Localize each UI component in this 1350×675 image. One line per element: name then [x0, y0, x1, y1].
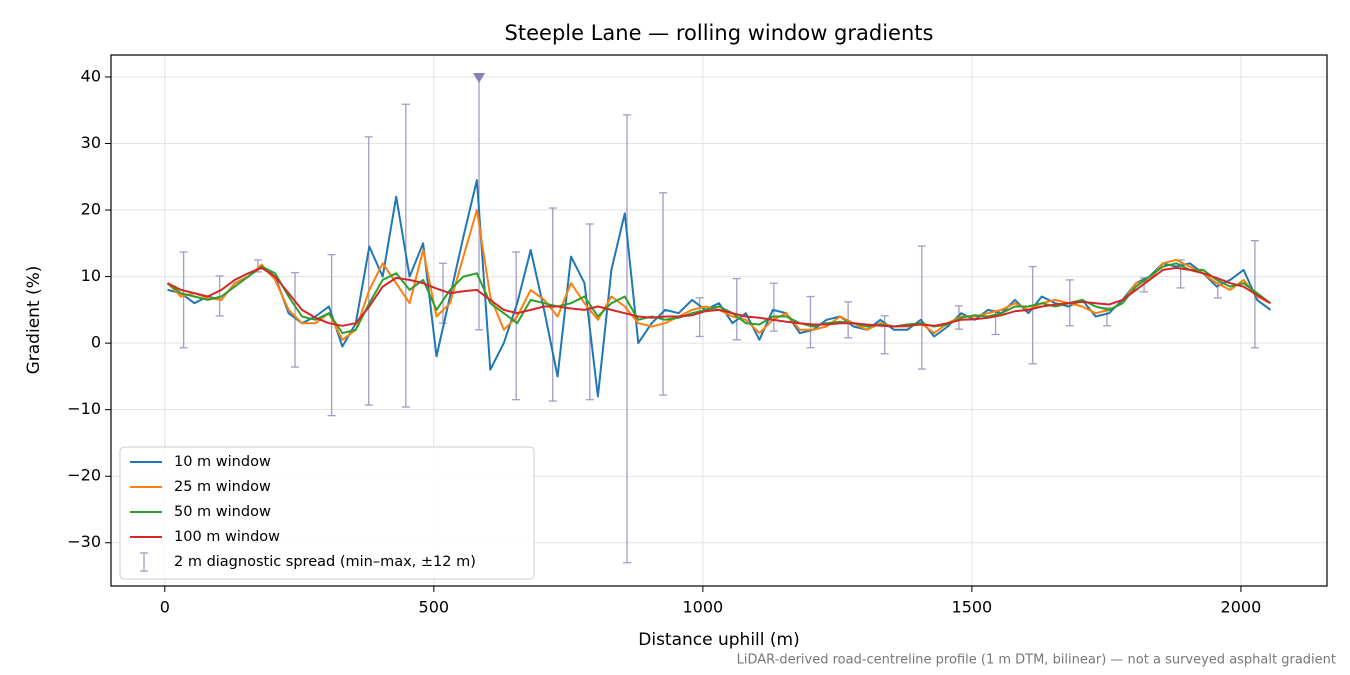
legend: 10 m window 25 m window 50 m window 100 m w…	[119, 446, 535, 580]
y-tick-label: 30	[81, 133, 101, 152]
error-bar	[291, 271, 300, 368]
series-line	[167, 266, 1272, 328]
chart-title: Steeple Lane — rolling window gradients	[505, 21, 934, 45]
axes: 0 500 1000 1500 2000 −30 −20 −10 0 10 20 30 40	[67, 66, 1261, 616]
error-bar	[732, 277, 741, 341]
error-bar	[512, 251, 521, 401]
legend-label: 10 m window	[174, 454, 271, 470]
error-bar	[659, 192, 668, 396]
legend-label: 100 m window	[174, 529, 280, 545]
legend-label: 2 m diagnostic spread (min–max, ±12 m)	[174, 554, 476, 570]
error-bar	[917, 245, 926, 370]
error-bar	[769, 282, 778, 332]
x-tick-label: 1500	[952, 598, 993, 617]
legend-swatch	[140, 552, 148, 572]
error-bar	[585, 223, 594, 401]
legend-label: 25 m window	[174, 479, 271, 495]
plot-area	[166, 72, 1272, 564]
y-tick-label: 40	[81, 66, 101, 85]
y-tick-label: 10	[81, 266, 101, 285]
x-tick-label: 0	[160, 598, 170, 617]
x-tick-label: 2000	[1221, 598, 1262, 617]
error-bar	[622, 114, 631, 564]
x-tick-label: 1000	[682, 598, 723, 617]
plot-frame	[110, 54, 1328, 587]
footnote: LiDAR-derived road-centreline profile (1…	[737, 653, 1336, 668]
y-tick-label: −20	[67, 466, 101, 485]
legend-label: 50 m window	[174, 504, 271, 520]
error-bar	[806, 295, 815, 349]
error-bar	[327, 253, 336, 417]
y-tick-label: −10	[67, 399, 101, 418]
y-tick-label: −30	[67, 532, 101, 551]
y-tick-label: 0	[91, 333, 101, 352]
y-axis-label: Gradient (%)	[24, 266, 44, 375]
x-tick-label: 500	[419, 598, 450, 617]
x-axis-label: Distance uphill (m)	[638, 630, 799, 650]
y-tick-label: 20	[81, 200, 101, 219]
legend-box	[119, 446, 535, 580]
clip-marker	[473, 72, 486, 83]
error-bar	[364, 136, 373, 406]
grid	[111, 55, 1327, 586]
error-bar	[179, 251, 188, 349]
error-bar	[1028, 265, 1037, 365]
